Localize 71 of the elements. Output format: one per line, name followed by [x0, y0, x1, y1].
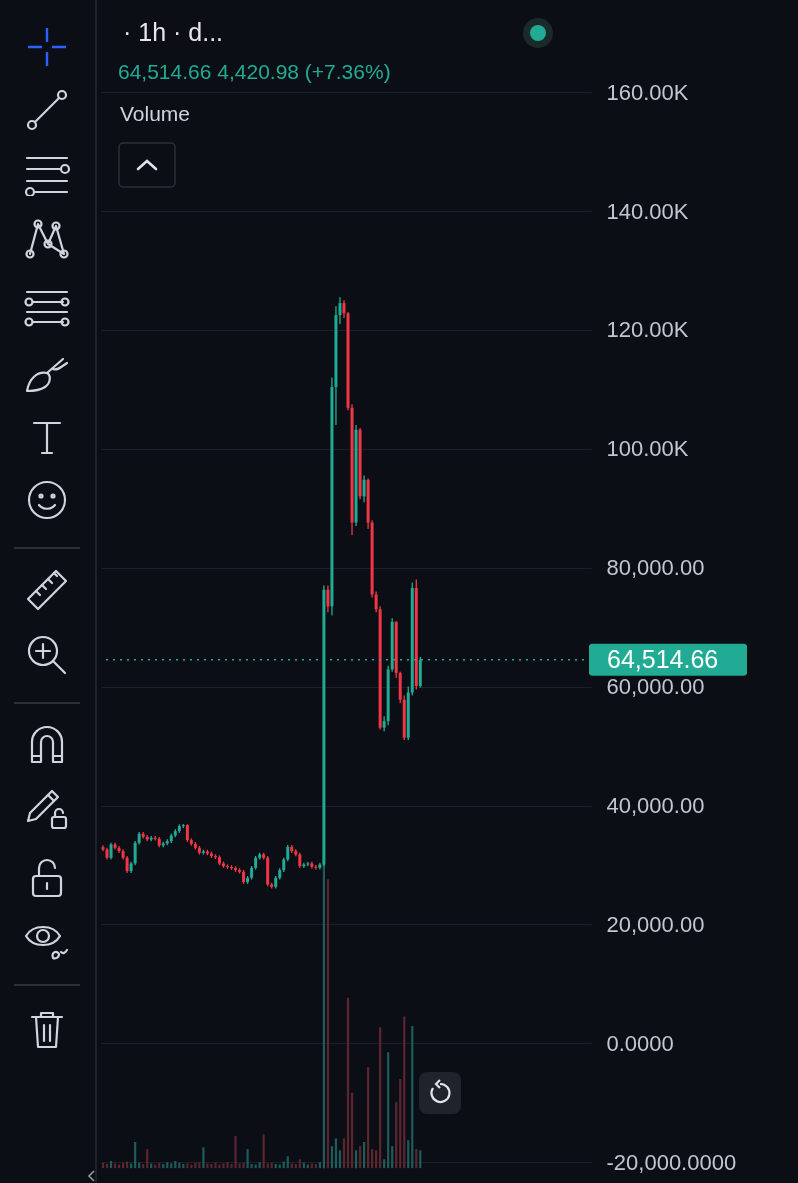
bar	[198, 1162, 201, 1169]
bar	[318, 1162, 321, 1169]
bar	[379, 1027, 382, 1169]
candlestick	[226, 863, 230, 870]
bar	[326, 879, 330, 1169]
bar	[290, 1163, 293, 1169]
candlestick	[217, 854, 221, 866]
bar	[214, 1162, 217, 1169]
candlestick	[326, 584, 330, 613]
bar	[258, 1162, 261, 1169]
y-tick-label: 120.00K	[606, 317, 689, 343]
bar	[391, 1146, 394, 1169]
y-tick-label: 0.0000	[606, 1030, 674, 1056]
bar	[334, 1138, 338, 1169]
bar	[419, 1150, 422, 1169]
bar	[375, 1150, 378, 1169]
bar	[202, 1147, 205, 1169]
bar	[342, 1138, 346, 1169]
bar	[330, 1146, 334, 1169]
bar	[286, 1156, 289, 1169]
bar	[415, 1149, 418, 1169]
bar	[186, 1163, 189, 1169]
bar	[403, 1016, 406, 1169]
bar	[150, 1163, 153, 1169]
annotation: Volume	[120, 102, 191, 125]
bar	[246, 1149, 249, 1169]
y-tick-label: -20,000.0000	[606, 1149, 737, 1175]
y-tick-label: 60,000.00	[606, 674, 705, 700]
bar	[350, 1092, 354, 1169]
bar	[387, 1052, 390, 1169]
bar	[206, 1163, 209, 1169]
bar	[113, 1163, 117, 1169]
bar	[362, 1141, 366, 1169]
bar	[407, 1140, 410, 1169]
bar	[366, 1067, 370, 1169]
bar	[338, 1150, 342, 1169]
bar	[170, 1163, 173, 1169]
bar	[399, 1078, 402, 1169]
bar	[395, 1102, 398, 1169]
bar	[130, 1163, 133, 1169]
bar	[371, 1149, 374, 1169]
bar	[310, 1163, 313, 1169]
text: 64,514.66 4,420.98 (+7.36%)	[118, 60, 391, 83]
bar	[266, 1163, 269, 1169]
bar	[134, 1141, 137, 1169]
y-tick-label: 20,000.00	[606, 911, 705, 937]
bar	[218, 1164, 221, 1169]
bar	[383, 1159, 386, 1169]
bar	[298, 1159, 301, 1169]
text: · 1h · d...	[123, 18, 224, 46]
bar	[346, 997, 350, 1169]
bar	[358, 1146, 362, 1169]
candlestick	[222, 861, 225, 869]
bar	[242, 1162, 245, 1169]
y-tick-label: 80,000.00	[606, 555, 705, 581]
y-tick-label: 100.00K	[606, 436, 689, 462]
candlestick	[314, 864, 318, 871]
y-tick-label: 140.00K	[606, 198, 689, 224]
bar	[354, 1150, 358, 1169]
bar	[166, 1162, 169, 1169]
y-tick-label: 160.00K	[606, 79, 689, 105]
candlestick	[362, 474, 366, 503]
ref-line-label: 64,514.66	[607, 644, 719, 673]
y-tick-label: 40,000.00	[606, 793, 705, 819]
bar	[234, 1136, 237, 1169]
bar	[262, 1134, 265, 1169]
bar	[146, 1149, 149, 1169]
bar	[222, 1163, 225, 1169]
bar	[226, 1162, 229, 1169]
bar	[210, 1163, 213, 1169]
bar	[411, 1026, 414, 1169]
